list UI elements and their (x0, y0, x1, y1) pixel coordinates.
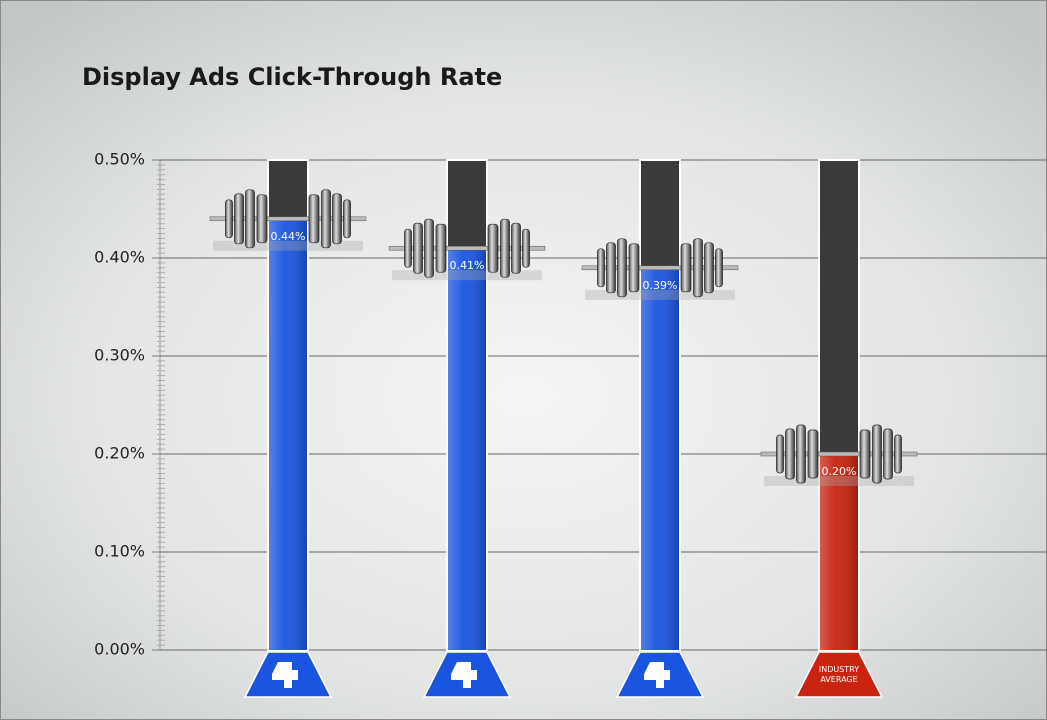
plate (808, 430, 818, 478)
plate (607, 243, 616, 293)
plate (777, 435, 784, 473)
y-tick-label: 0.50% (94, 150, 145, 169)
plate (344, 200, 351, 238)
plate (512, 223, 521, 273)
plate (716, 249, 723, 287)
plate (488, 224, 498, 272)
dumbbell-bar (389, 246, 545, 250)
y-tick-label: 0.00% (94, 640, 145, 659)
value-label: 0.41% (450, 259, 485, 272)
plate (235, 194, 244, 244)
y-tick-label: 0.30% (94, 346, 145, 365)
y-tick-label: 0.40% (94, 248, 145, 267)
plate (786, 429, 795, 479)
plate (797, 425, 806, 483)
plate (322, 190, 331, 248)
chart-title: Display Ads Click-Through Rate (82, 63, 502, 91)
value-label: 0.39% (643, 279, 678, 292)
dumbbell-bar (582, 266, 738, 270)
plate (257, 195, 267, 243)
dumbbell-bar (210, 217, 366, 221)
plate (501, 219, 510, 277)
plate (884, 429, 893, 479)
background (1, 1, 1047, 720)
value-label: 0.20% (822, 465, 857, 478)
plate (860, 430, 870, 478)
plate (873, 425, 882, 483)
plate (618, 239, 627, 297)
plate (309, 195, 319, 243)
value-label: 0.44% (271, 230, 306, 243)
dumbbell-bar (761, 452, 917, 456)
y-tick-label: 0.20% (94, 444, 145, 463)
bar-shine (269, 219, 307, 650)
x-tick-label: INDUSTRY AVERAGE (811, 665, 867, 685)
plate (425, 219, 434, 277)
plate (226, 200, 233, 238)
plate (333, 194, 342, 244)
y-tick-label: 0.10% (94, 542, 145, 561)
plate (414, 223, 423, 273)
bar-shine (448, 248, 486, 650)
plate (523, 229, 530, 267)
plate (694, 239, 703, 297)
plate (598, 249, 605, 287)
plate (895, 435, 902, 473)
plate (705, 243, 714, 293)
plate (629, 244, 639, 292)
chart: Display Ads Click-Through Rate 0.00% 0.10… (0, 0, 1047, 720)
plate (405, 229, 412, 267)
bar-shine (641, 268, 679, 650)
plate (681, 244, 691, 292)
plate (436, 224, 446, 272)
page: Display Ads Click-Through Rate 0.00% 0.10… (0, 0, 1047, 720)
plate (246, 190, 255, 248)
